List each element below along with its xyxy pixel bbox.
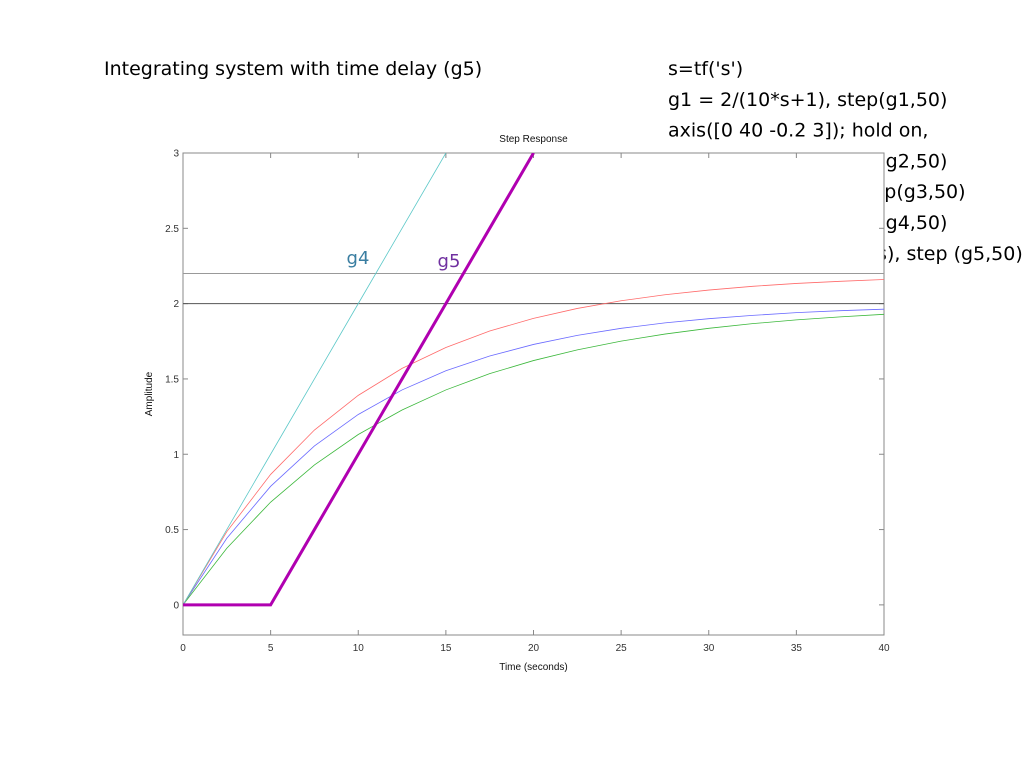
y-tick-label: 0 xyxy=(173,600,179,611)
series-line xyxy=(183,279,884,606)
plot-area xyxy=(182,152,885,636)
series-line xyxy=(183,308,884,606)
series-line xyxy=(183,153,447,606)
series-line xyxy=(183,313,884,606)
y-tick-label: 2 xyxy=(173,299,179,310)
x-tick-label: 40 xyxy=(878,643,890,654)
x-tick-label: 10 xyxy=(353,643,365,654)
annotation: g5 xyxy=(438,251,461,272)
slide-title: Integrating system with time delay (g5) xyxy=(104,58,482,80)
annotation: g4 xyxy=(347,248,370,269)
code-line: s=tf('s') xyxy=(668,58,743,80)
x-tick-label: 25 xyxy=(616,643,628,654)
chart-title: Step Response xyxy=(499,134,568,145)
code-line: g1 = 2/(10*s+1), step(g1,50) xyxy=(668,89,947,111)
y-tick-label: 0.5 xyxy=(165,525,179,536)
y-tick-label: 2.5 xyxy=(165,224,179,235)
x-tick-label: 35 xyxy=(791,643,803,654)
series-line xyxy=(183,153,535,607)
x-tick-label: 30 xyxy=(703,643,715,654)
y-tick-label: 1.5 xyxy=(165,374,179,385)
x-tick-label: 20 xyxy=(528,643,540,654)
x-tick-label: 5 xyxy=(268,643,274,654)
y-axis-label: Amplitude xyxy=(144,371,155,416)
x-tick-label: 15 xyxy=(440,643,452,654)
x-tick-label: 0 xyxy=(180,643,186,654)
y-tick-label: 3 xyxy=(173,149,179,160)
x-axis-label: Time (seconds) xyxy=(499,662,568,673)
code-line: axis([0 40 -0.2 3]); hold on, xyxy=(668,120,928,142)
y-tick-label: 1 xyxy=(173,450,179,461)
